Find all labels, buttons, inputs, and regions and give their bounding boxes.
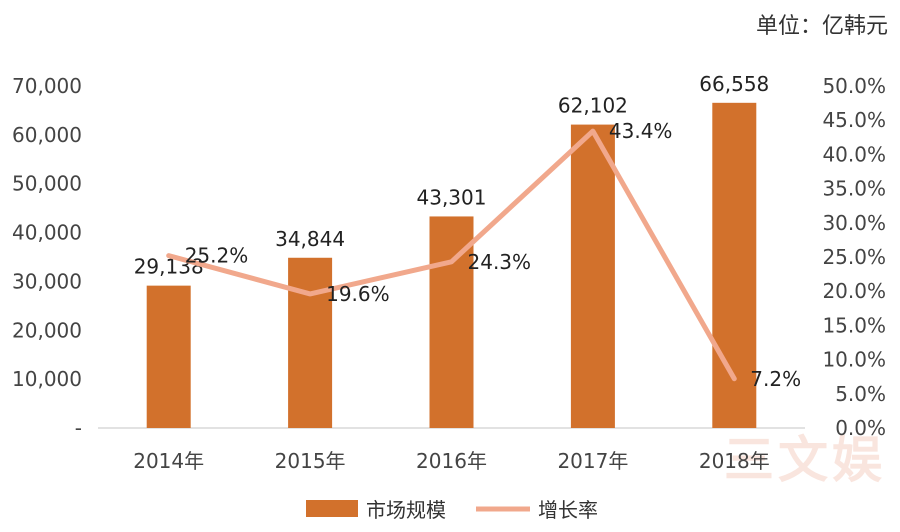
unit-label: 单位：亿韩元	[755, 14, 888, 39]
y-right-tick-label: 45.0%	[822, 108, 886, 132]
y-right-tick-label: 0.0%	[835, 416, 886, 440]
x-tick-label: 2015年	[275, 449, 346, 473]
growth-rate-line	[166, 128, 737, 382]
line-value-label: 43.4%	[609, 119, 673, 143]
bar-value-label: 62,102	[558, 94, 628, 118]
x-tick-label: 2016年	[416, 449, 487, 473]
y-right-tick-label: 5.0%	[835, 382, 886, 406]
line-value-label: 7.2%	[750, 367, 801, 391]
bar-1	[146, 285, 191, 428]
y-left-tick-label: -	[75, 416, 82, 440]
line-value-label: 24.3%	[468, 250, 532, 274]
y-right-tick-label: 25.0%	[822, 245, 886, 269]
legend-label-line: 增长率	[538, 498, 598, 522]
bar-value-label: 43,301	[417, 185, 487, 209]
bar-4	[570, 124, 615, 428]
y-right-tick-label: 40.0%	[822, 142, 886, 166]
y-left-tick-label: 50,000	[12, 172, 82, 196]
y-left-tick-label: 40,000	[12, 221, 82, 245]
y-left-tick-label: 30,000	[12, 269, 82, 293]
watermark: 三文娱	[724, 431, 886, 489]
x-tick-label: 2017年	[557, 449, 628, 473]
line-value-label: 25.2%	[185, 244, 249, 268]
legend-swatch-bar	[306, 500, 358, 517]
bar-value-label: 66,558	[699, 72, 769, 96]
y-right-tick-label: 50.0%	[822, 74, 886, 98]
bar-2	[288, 257, 333, 428]
x-tick-label: 2018年	[699, 449, 770, 473]
bar-3	[429, 216, 474, 428]
y-right-tick-label: 30.0%	[822, 211, 886, 235]
line-value-label: 19.6%	[326, 282, 390, 306]
y-right-tick-label: 35.0%	[822, 177, 886, 201]
y-left-tick-label: 20,000	[12, 318, 82, 342]
y-left-tick-label: 60,000	[12, 123, 82, 147]
y-right-tick-label: 15.0%	[822, 313, 886, 337]
x-tick-label: 2014年	[133, 449, 204, 473]
y-left-tick-label: 10,000	[12, 367, 82, 391]
y-right-tick-label: 10.0%	[822, 348, 886, 372]
bar-value-label: 29,138	[134, 255, 204, 279]
bar-value-label: 34,844	[275, 227, 345, 251]
legend-label-bar: 市场规模	[366, 498, 446, 522]
y-left-tick-label: 70,000	[12, 74, 82, 98]
y-right-tick-label: 20.0%	[822, 279, 886, 303]
